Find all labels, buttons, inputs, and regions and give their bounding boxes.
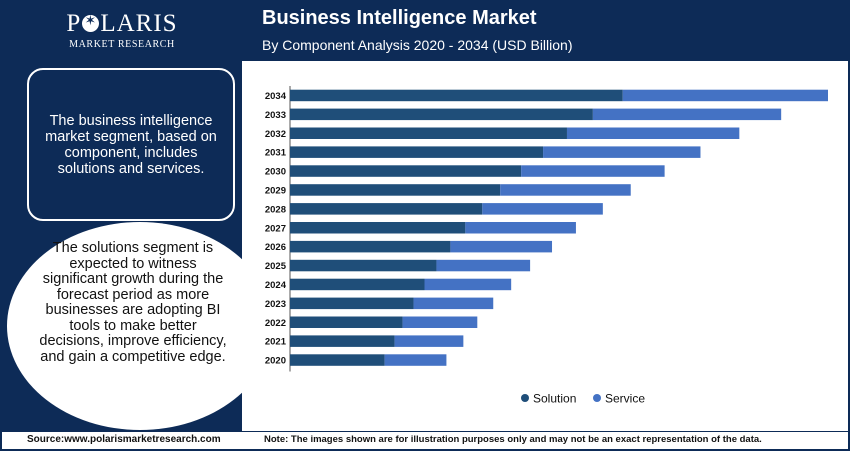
y-tick-label: 2024	[265, 280, 287, 291]
y-tick-label: 2020	[265, 356, 286, 367]
bar-solution	[290, 203, 483, 215]
y-tick-label: 2031	[265, 148, 287, 159]
logo-star-icon	[82, 13, 100, 32]
bar-service	[394, 335, 464, 347]
bar-service	[450, 240, 553, 253]
y-tick-label: 2023	[265, 299, 286, 310]
y-tick-label: 2022	[265, 318, 286, 329]
bar-service	[521, 165, 665, 177]
bar-solution	[290, 89, 623, 102]
bar-solution	[290, 146, 544, 158]
y-tick-label: 2029	[265, 185, 286, 196]
bar-service	[482, 203, 603, 215]
y-tick-label: 2026	[265, 242, 286, 253]
page-subtitle: By Component Analysis 2020 - 2034 (USD B…	[262, 37, 573, 53]
y-tick-label: 2021	[265, 337, 287, 348]
y-tick-label: 2032	[265, 129, 286, 140]
bar-service	[465, 222, 576, 234]
bar-solution	[290, 165, 522, 177]
bar-service	[413, 297, 494, 310]
bar-service	[500, 184, 631, 196]
bar-solution	[290, 259, 437, 272]
source-text: Source:www.polarismarketresearch.com	[27, 434, 221, 445]
logo: P LARIS	[2, 10, 242, 38]
bar-solution	[290, 108, 593, 121]
legend-marker-service	[593, 394, 601, 402]
footer: Source:www.polarismarketresearch.com Not…	[2, 431, 848, 449]
left-panel: P LARIS MARKET RESEARCH The business inte…	[2, 2, 242, 431]
bar-solution	[290, 184, 501, 196]
logo-text-start: P	[66, 10, 82, 37]
bar-service	[592, 108, 782, 121]
legend-label-solution: Solution	[533, 392, 576, 406]
y-tick-label: 2033	[265, 110, 286, 121]
info-text: The business intelligence market segment…	[45, 112, 217, 177]
bar-solution	[290, 316, 403, 328]
logo-text-end: LARIS	[100, 10, 178, 37]
y-tick-label: 2027	[265, 223, 286, 234]
bar-solution	[290, 297, 414, 310]
highlight-circle	[7, 222, 242, 430]
page-title: Business Intelligence Market	[262, 7, 537, 29]
legend-label-service: Service	[605, 392, 645, 406]
bar-service	[436, 259, 531, 272]
bar-chart: 2034 2033 2032 2031 2030 2029 2028 2027 2026 2025…	[265, 86, 828, 406]
bar-solution	[290, 354, 385, 366]
bar-service	[566, 127, 740, 139]
bar-solution	[290, 240, 451, 253]
circle-text: The solutions segment is expected to wit…	[39, 240, 227, 365]
y-tick-label: 2025	[265, 261, 287, 272]
y-tick-label: 2030	[265, 167, 286, 178]
bar-solution	[290, 127, 567, 139]
bar-solution	[290, 222, 466, 234]
bar-solution	[290, 278, 425, 291]
disclaimer-text: Note: The images shown are for illustrat…	[264, 434, 762, 445]
y-tick-label: 2034	[265, 91, 287, 102]
header: Business Intelligence Market By Componen…	[242, 2, 848, 61]
bar-service	[402, 316, 478, 328]
y-tick-label: 2028	[265, 204, 286, 215]
legend-marker-solution	[521, 394, 529, 402]
bar-service	[622, 89, 828, 102]
logo-subtitle: MARKET RESEARCH	[69, 39, 175, 50]
bar-solution	[290, 335, 395, 347]
info-box: The business intelligence market segment…	[27, 68, 235, 221]
bar-service	[543, 146, 701, 158]
bar-service	[424, 278, 512, 291]
bar-service	[384, 354, 447, 366]
